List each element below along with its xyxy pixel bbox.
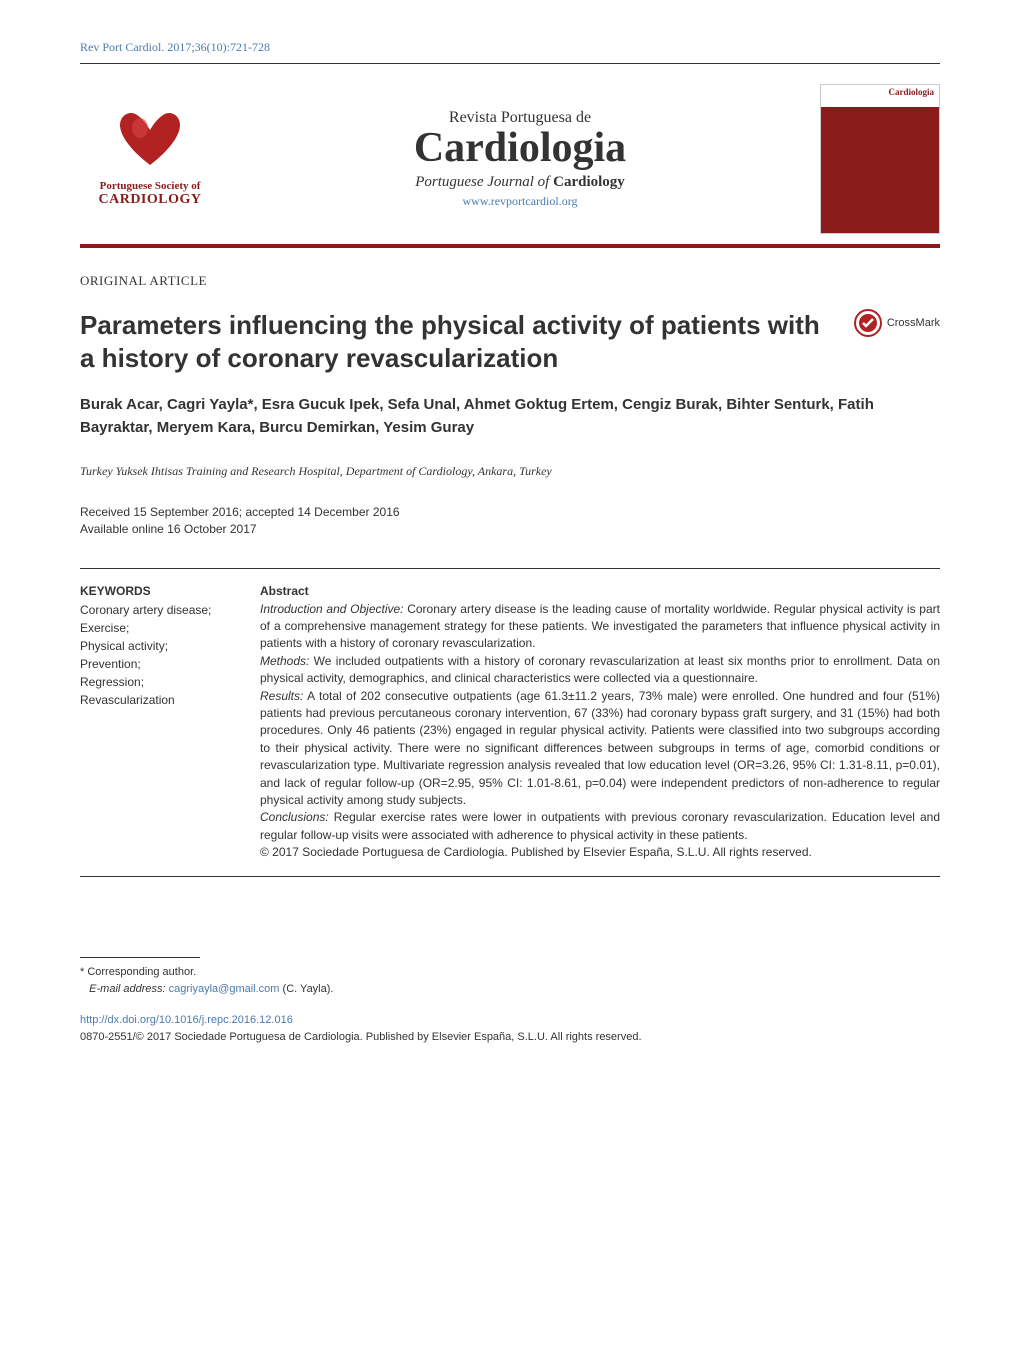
abstract-column: Abstract Introduction and Objective: Cor… (260, 568, 940, 877)
abstract-heading: Abstract (260, 584, 940, 598)
conclusions-label: Conclusions: (260, 810, 329, 824)
corresponding-author: * Corresponding author. (80, 964, 940, 981)
footer: * Corresponding author. E-mail address: … (80, 957, 940, 1045)
dates: Received 15 September 2016; accepted 14 … (80, 504, 940, 538)
footer-divider (80, 957, 200, 958)
society-text-2: CARDIOLOGY (80, 192, 220, 208)
results-label: Results: (260, 689, 303, 703)
keywords-heading: KEYWORDS (80, 584, 245, 598)
conclusions-text: Regular exercise rates were lower in out… (260, 810, 940, 841)
journal-title: Cardiologia (220, 127, 820, 169)
journal-url[interactable]: www.revportcardiol.org (220, 194, 820, 209)
thick-divider (80, 244, 940, 248)
cover-thumb-title: Cardiologia (888, 87, 934, 97)
article-title: Parameters influencing the physical acti… (80, 309, 854, 374)
methods-text: We included outpatients with a history o… (260, 654, 940, 685)
methods-label: Methods: (260, 654, 309, 668)
journal-subtitle2-bold: Cardiology (553, 174, 625, 190)
journal-header: Portuguese Society of CARDIOLOGY Revista… (80, 84, 940, 234)
crossmark-icon (854, 309, 882, 337)
article-type: ORIGINAL ARTICLE (80, 273, 940, 289)
journal-subtitle2-prefix: Portuguese Journal of (415, 174, 553, 190)
keywords-column: KEYWORDS Coronary artery disease; Exerci… (80, 569, 260, 877)
cover-thumbnail: Cardiologia (820, 84, 940, 234)
abstract-box: KEYWORDS Coronary artery disease; Exerci… (80, 568, 940, 878)
abstract-text: Introduction and Objective: Coronary art… (260, 601, 940, 862)
authors: Burak Acar, Cagri Yayla*, Esra Gucuk Ipe… (80, 394, 940, 439)
available-date: Available online 16 October 2017 (80, 521, 940, 538)
crossmark-badge[interactable]: CrossMark (854, 309, 940, 337)
intro-label: Introduction and Objective: (260, 602, 404, 616)
doi-link[interactable]: http://dx.doi.org/10.1016/j.repc.2016.12… (80, 1012, 940, 1029)
received-date: Received 15 September 2016; accepted 14 … (80, 504, 940, 521)
journal-subtitle2: Portuguese Journal of Cardiology (220, 174, 820, 191)
journal-title-block: Revista Portuguesa de Cardiologia Portug… (220, 109, 820, 209)
results-text: A total of 202 consecutive outpatients (… (260, 689, 940, 807)
society-logo: Portuguese Society of CARDIOLOGY (80, 110, 220, 208)
society-text-1: Portuguese Society of (80, 180, 220, 192)
crossmark-text: CrossMark (887, 317, 940, 329)
heart-icon (115, 110, 185, 170)
email-line: E-mail address: cagriyayla@gmail.com (C.… (80, 981, 940, 998)
title-row: Parameters influencing the physical acti… (80, 309, 940, 374)
email-suffix: (C. Yayla). (279, 983, 333, 995)
header-citation: Rev Port Cardiol. 2017;36(10):721-728 (80, 40, 940, 55)
issn-copyright: 0870-2551/© 2017 Sociedade Portuguesa de… (80, 1029, 940, 1046)
header-divider (80, 63, 940, 64)
email-label: E-mail address: (89, 983, 168, 995)
abstract-copyright: © 2017 Sociedade Portuguesa de Cardiolog… (260, 845, 812, 859)
keywords-list: Coronary artery disease; Exercise; Physi… (80, 601, 245, 709)
email-link[interactable]: cagriyayla@gmail.com (169, 983, 280, 995)
affiliation: Turkey Yuksek Ihtisas Training and Resea… (80, 464, 940, 479)
